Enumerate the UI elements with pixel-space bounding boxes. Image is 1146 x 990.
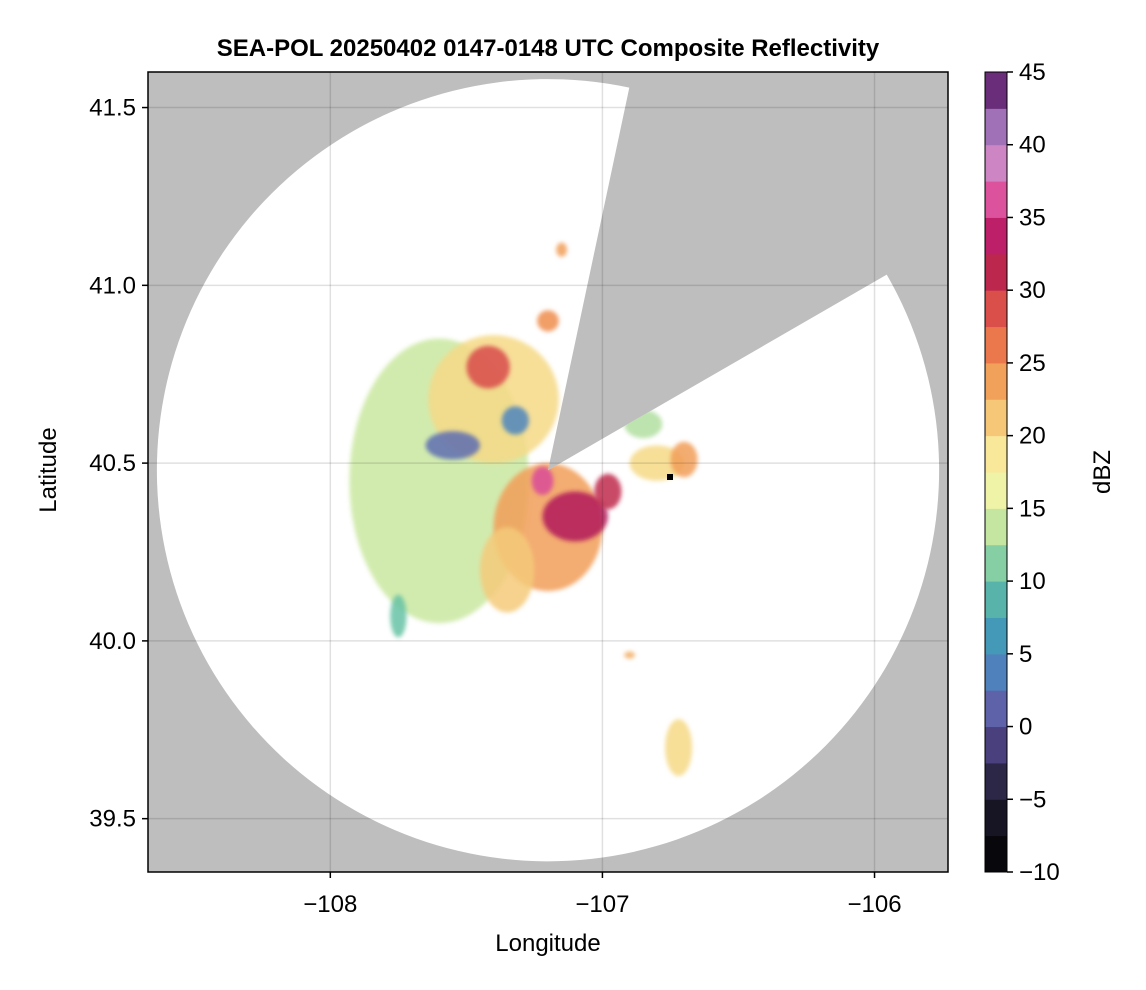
colorbar-tick-label: 10 — [1019, 568, 1046, 595]
y-tick-label: 41.5 — [89, 95, 136, 122]
colorbar-segment — [985, 326, 1007, 364]
colorbar — [984, 71, 1008, 873]
y-tick-label: 41.0 — [89, 272, 136, 299]
colorbar-segment — [985, 144, 1007, 182]
colorbar-segment — [985, 217, 1007, 255]
echo-cell-15 — [537, 310, 559, 332]
echo-cell-9 — [479, 527, 535, 613]
y-axis-label: Latitude — [35, 427, 62, 512]
echo-cell-2 — [428, 335, 559, 464]
colorbar-segment — [985, 108, 1007, 146]
colorbar-segment — [985, 544, 1007, 582]
echo-cell-10 — [629, 445, 685, 481]
colorbar-segment — [985, 653, 1007, 691]
echo-cell-6 — [531, 466, 554, 496]
colorbar-segment — [985, 799, 1007, 837]
colorbar-tick-label: 40 — [1019, 132, 1046, 159]
colorbar-tick-label: 35 — [1019, 204, 1046, 231]
x-axis-label: Longitude — [495, 930, 600, 957]
colorbar-segment — [985, 290, 1007, 328]
echo-cell-14 — [556, 242, 568, 257]
colorbar-segment — [985, 690, 1007, 728]
colorbar-segment — [985, 181, 1007, 218]
colorbar-segment — [985, 581, 1007, 618]
x-tick-label: −106 — [847, 891, 901, 918]
colorbar-tick-label: 20 — [1019, 423, 1046, 450]
echo-cell-8 — [501, 406, 529, 435]
colorbar-tick-label: 45 — [1019, 59, 1046, 86]
colorbar-tick-label: 30 — [1019, 277, 1046, 304]
colorbar-segment — [985, 253, 1007, 291]
echo-cell-18 — [594, 473, 622, 510]
colorbar-segment — [985, 72, 1007, 109]
plot-frame — [147, 71, 949, 873]
echo-cell-11 — [670, 441, 698, 478]
echo-cell-3 — [466, 345, 510, 389]
x-tick-label: −107 — [575, 891, 629, 918]
colorbar-segment — [985, 508, 1007, 546]
colorbar-tick-label: 5 — [1019, 641, 1032, 668]
colorbar-segment — [985, 726, 1007, 764]
echo-cell-5 — [542, 491, 608, 542]
colorbar-segment — [985, 762, 1007, 800]
y-tick-label: 40.5 — [89, 450, 136, 477]
reflectivity-echoes — [349, 242, 698, 776]
y-tick-label: 40.0 — [89, 628, 136, 655]
echo-cell-7 — [425, 431, 480, 460]
colorbar-tick-label: −10 — [1019, 859, 1060, 886]
x-axis-ticks: −108 −107 −106 — [303, 872, 902, 918]
colorbar-frame — [984, 71, 1008, 873]
colorbar-segment — [985, 435, 1007, 473]
colorbar-segment — [985, 362, 1007, 400]
y-axis-ticks: 39.5 40.0 40.5 41.0 41.5 — [89, 95, 148, 833]
echo-cell-17 — [390, 594, 407, 638]
chart-title: SEA-POL 20250402 0147-0148 UTC Composite… — [217, 35, 880, 62]
echo-cell-16 — [624, 651, 636, 659]
colorbar-label: dBZ — [1089, 450, 1116, 494]
radar-site-marker — [667, 474, 673, 480]
plot-area — [147, 71, 949, 873]
x-tick-label: −108 — [303, 891, 357, 918]
colorbar-segment — [985, 399, 1007, 437]
colorbar-segment — [985, 472, 1007, 509]
colorbar-segment — [985, 835, 1007, 873]
colorbar-tick-label: 0 — [1019, 714, 1032, 741]
colorbar-tick-label: 15 — [1019, 495, 1046, 522]
colorbar-ticks: −10 −5 0 5 10 15 20 25 30 35 40 45 — [1007, 59, 1060, 886]
colorbar-tick-label: 25 — [1019, 350, 1046, 377]
colorbar-tick-label: −5 — [1019, 786, 1046, 813]
grid-lines — [148, 72, 948, 872]
y-tick-label: 39.5 — [89, 806, 136, 833]
echo-cell-13 — [665, 719, 693, 776]
colorbar-segment — [985, 617, 1007, 655]
